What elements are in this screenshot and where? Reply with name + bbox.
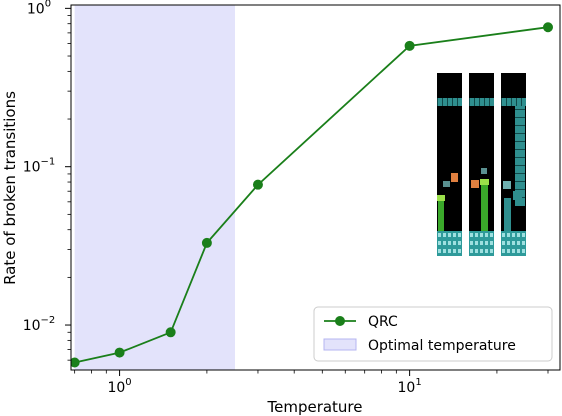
level-thumbnail [501, 73, 526, 256]
qrc-point [404, 40, 415, 51]
y-tick-label: 10−1 [23, 157, 56, 176]
plot-frame [70, 4, 561, 371]
legend-qrc-marker [335, 316, 345, 326]
x-axis-label: Temperature [266, 398, 362, 416]
legend-optimal-label: Optimal temperature [368, 338, 516, 354]
qrc-point [71, 357, 80, 368]
y-tick-label: 10−2 [23, 315, 56, 334]
level-thumbnails-inset [437, 73, 526, 256]
level-thumbnail [469, 73, 494, 256]
x-tick-label: 101 [398, 377, 422, 396]
legend: QRC Optimal temperature [313, 306, 553, 362]
legend-qrc-label: QRC [368, 314, 398, 330]
legend-box [313, 306, 553, 362]
legend-optimal-swatch [323, 338, 357, 351]
qrc-point [252, 179, 263, 190]
y-axis-label: Rate of broken transitions [1, 91, 19, 285]
qrc-point [114, 347, 125, 358]
series-layer [71, 22, 553, 368]
qrc-point [165, 327, 176, 338]
x-tick-label: 100 [107, 377, 131, 396]
optimal-temperature-region [74, 5, 235, 370]
qrc-point [542, 22, 553, 33]
qrc-point [201, 237, 212, 248]
level-thumbnail [437, 73, 462, 256]
y-tick-label: 100 [27, 0, 51, 17]
